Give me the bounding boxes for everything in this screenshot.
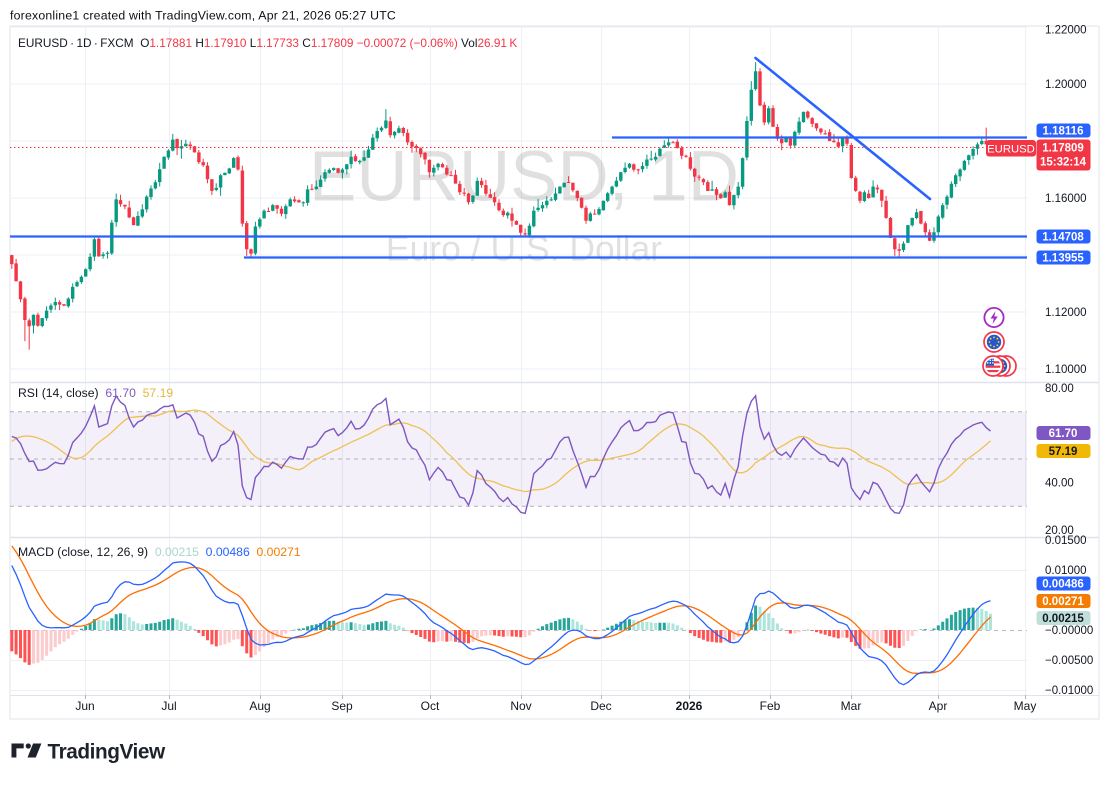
svg-text:RSI (14, close) 61.70 57.19: RSI (14, close) 61.70 57.19: [18, 386, 173, 400]
svg-text:−0.01000: −0.01000: [1045, 685, 1093, 697]
svg-text:EURUSD: EURUSD: [987, 143, 1035, 155]
svg-text:Aug: Aug: [249, 699, 270, 713]
svg-text:Euro / U.S. Dollar: Euro / U.S. Dollar: [386, 229, 662, 269]
svg-text:57.19: 57.19: [1049, 446, 1078, 458]
svg-text:0.00486: 0.00486: [1042, 579, 1084, 591]
svg-text:−0.00000: −0.00000: [1045, 625, 1093, 637]
svg-text:1.10000: 1.10000: [1045, 364, 1087, 376]
svg-text:Jun: Jun: [75, 699, 94, 713]
svg-text:Feb: Feb: [760, 699, 781, 713]
svg-text:1.20000: 1.20000: [1045, 79, 1087, 91]
svg-text:1.13955: 1.13955: [1042, 253, 1084, 265]
svg-text:Mar: Mar: [841, 699, 862, 713]
svg-text:TradingView: TradingView: [48, 741, 166, 764]
svg-text:1.12000: 1.12000: [1045, 307, 1087, 319]
svg-text:Jul: Jul: [161, 699, 176, 713]
svg-text:Nov: Nov: [510, 699, 531, 713]
svg-text:1.16000: 1.16000: [1045, 193, 1087, 205]
svg-text:1.14708: 1.14708: [1042, 232, 1084, 244]
svg-text:Apr: Apr: [929, 699, 948, 713]
svg-text:0.01000: 0.01000: [1045, 565, 1087, 577]
svg-text:Sep: Sep: [331, 699, 353, 713]
svg-text:EURUSD, 1D: EURUSD, 1D: [309, 138, 739, 217]
svg-text:Dec: Dec: [590, 699, 611, 713]
svg-text:MACD (close, 12, 26, 9) 0.002: MACD (close, 12, 26, 9) 0.00215 0.00486 …: [18, 545, 301, 559]
svg-text:40.00: 40.00: [1045, 478, 1074, 490]
svg-text:1.22000: 1.22000: [1045, 25, 1087, 37]
svg-text:0.00215: 0.00215: [1042, 613, 1084, 625]
svg-text:80.00: 80.00: [1045, 383, 1074, 395]
svg-text:15:32:14: 15:32:14: [1040, 157, 1087, 169]
svg-text:20.00: 20.00: [1045, 525, 1074, 537]
svg-text:0.00271: 0.00271: [1042, 596, 1084, 608]
svg-text:2026: 2026: [676, 699, 703, 713]
svg-text:−0.00500: −0.00500: [1045, 655, 1093, 667]
svg-text:May: May: [1014, 699, 1037, 713]
svg-text:1.17809: 1.17809: [1042, 143, 1084, 155]
svg-text:61.70: 61.70: [1049, 428, 1078, 440]
svg-text:Oct: Oct: [421, 699, 440, 713]
svg-text:forexonline1 created with Trad: forexonline1 created with TradingView.co…: [10, 9, 396, 23]
svg-text:0.01500: 0.01500: [1045, 535, 1087, 547]
svg-text:1.18116: 1.18116: [1043, 126, 1084, 138]
svg-text:EURUSD · 1D · FXCM O1.17881 H: EURUSD · 1D · FXCM O1.17881 H1.17910 L1.…: [18, 36, 517, 50]
